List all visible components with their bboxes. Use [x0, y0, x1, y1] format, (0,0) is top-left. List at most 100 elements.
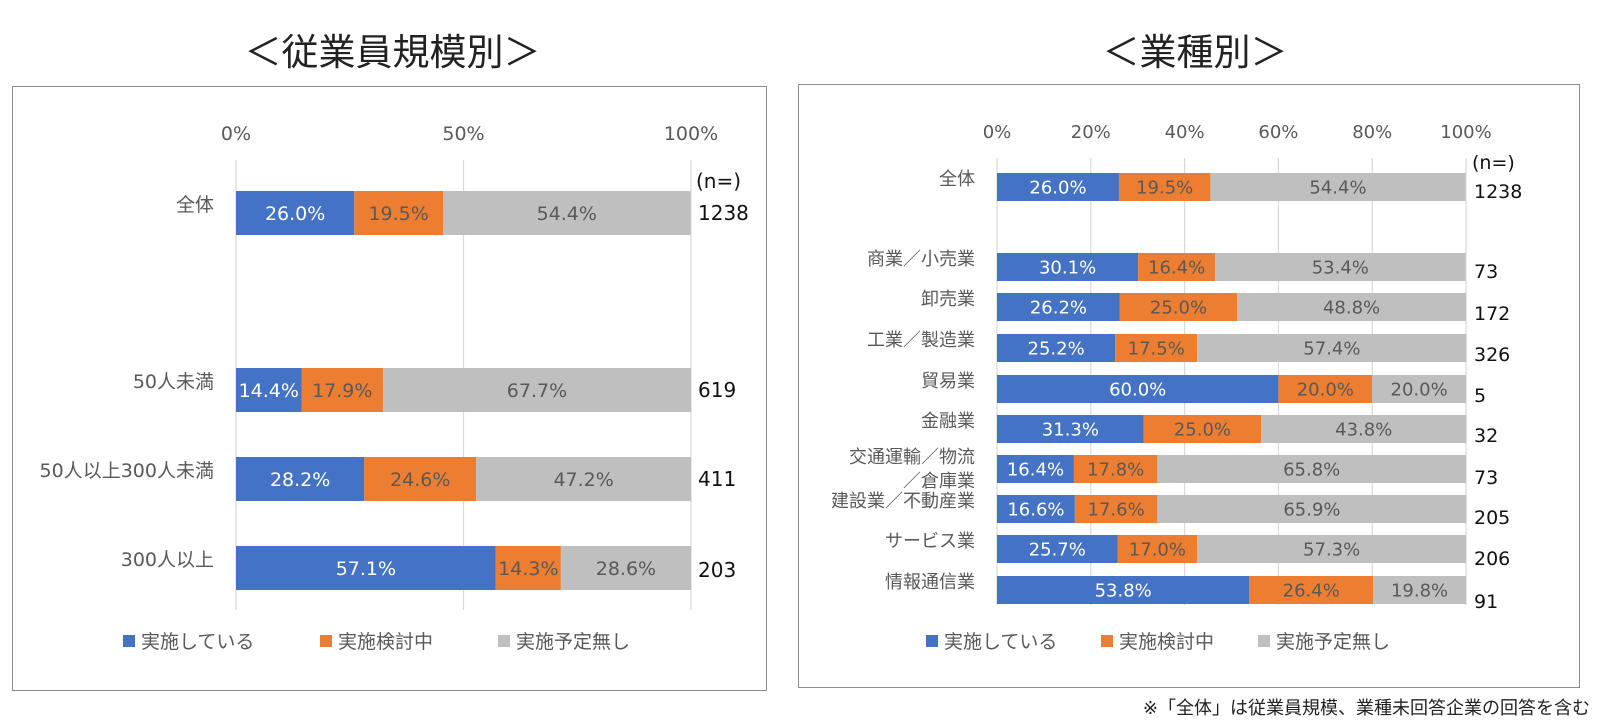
n-count: 205 — [1474, 507, 1510, 529]
data-label: 17.5% — [1128, 338, 1185, 359]
data-label: 48.8% — [1323, 297, 1380, 318]
n-header: (n=) — [696, 169, 741, 193]
data-label: 17.8% — [1087, 459, 1144, 480]
bar-segment-considering — [354, 191, 444, 235]
bar-segment-implemented — [997, 495, 1075, 523]
bar-segment-implemented — [236, 546, 496, 590]
category-label: 卸売業 — [921, 289, 975, 310]
bar-segment-considering — [1115, 334, 1198, 362]
category-label: 建設業／不動産業 — [831, 491, 975, 512]
category-label: 全体 — [939, 169, 975, 190]
bar-segment-none — [443, 191, 691, 235]
bar-segment-none — [382, 368, 691, 412]
n-count: 73 — [1474, 467, 1498, 489]
data-label: 26.4% — [1283, 580, 1340, 601]
category-label: サービス業 — [885, 531, 975, 552]
data-label: 54.4% — [1309, 177, 1366, 198]
n-count: 619 — [698, 378, 736, 402]
bar-segment-implemented — [997, 576, 1250, 604]
n-count: 206 — [1474, 548, 1510, 570]
category-label-line: ／倉庫業 — [903, 471, 975, 492]
n-count: 172 — [1474, 303, 1510, 325]
chart-title-employee-size: ＜従業員規模別＞ — [244, 31, 541, 74]
data-label: 47.2% — [553, 469, 613, 491]
x-tick-label: 100% — [1440, 122, 1491, 143]
n-header: (n=) — [1472, 152, 1515, 174]
chart-title-industry: ＜業種別＞ — [1102, 31, 1288, 74]
legend-label: 実施予定無し — [1276, 631, 1390, 653]
legend-label: 実施検討中 — [338, 631, 433, 653]
data-label: 17.9% — [312, 380, 372, 402]
data-label: 14.4% — [239, 380, 299, 402]
bar-segment-none — [1373, 576, 1466, 604]
data-label: 19.8% — [1391, 580, 1448, 601]
bar-segment-none — [476, 457, 691, 501]
x-tick-label: 50% — [442, 123, 484, 145]
data-label: 67.7% — [507, 380, 567, 402]
category-label: 全体 — [176, 194, 214, 216]
legend-label: 実施検討中 — [1119, 631, 1214, 653]
bar-segment-considering — [1073, 455, 1158, 483]
data-label: 25.2% — [1028, 338, 1085, 359]
data-label: 26.0% — [1029, 177, 1086, 198]
category-label: 工業／製造業 — [867, 330, 975, 351]
data-label: 20.0% — [1297, 379, 1354, 400]
data-label: 43.8% — [1335, 419, 1392, 440]
legend-swatch-none — [498, 635, 510, 647]
data-label: 28.2% — [270, 469, 330, 491]
n-count: 73 — [1474, 261, 1498, 283]
data-label: 53.8% — [1095, 580, 1152, 601]
data-label: 16.6% — [1007, 499, 1064, 520]
legend-swatch-considering — [1101, 635, 1113, 647]
bar-segment-considering — [1138, 253, 1216, 281]
category-label-line: 交通運輸／物流 — [849, 447, 975, 468]
legend-swatch-none — [1258, 635, 1270, 647]
data-label: 17.0% — [1129, 539, 1186, 560]
bar-segment-none — [1197, 334, 1467, 362]
bar-segment-implemented — [997, 375, 1279, 403]
category-label: 貿易業 — [921, 371, 975, 392]
data-label: 31.3% — [1042, 419, 1099, 440]
data-label: 16.4% — [1007, 459, 1064, 480]
data-label: 60.0% — [1109, 379, 1166, 400]
bar-segment-considering — [1119, 293, 1238, 321]
category-label: 商業／小売業 — [867, 249, 975, 270]
bar-segment-considering — [301, 368, 383, 412]
bar-segment-implemented — [997, 173, 1119, 201]
data-label: 57.4% — [1303, 338, 1360, 359]
data-label: 19.5% — [1136, 177, 1193, 198]
data-label: 65.9% — [1283, 499, 1340, 520]
bar-segment-considering — [364, 457, 477, 501]
data-label: 57.1% — [336, 558, 396, 580]
bar-segment-none — [1157, 495, 1467, 523]
data-label: 16.4% — [1148, 257, 1205, 278]
data-label: 14.3% — [498, 558, 558, 580]
bar-segment-implemented — [236, 191, 355, 235]
category-label: 情報通信業 — [885, 572, 975, 593]
data-label: 26.2% — [1030, 297, 1087, 318]
data-label: 20.0% — [1391, 379, 1448, 400]
bar-segment-implemented — [997, 334, 1116, 362]
data-label: 57.3% — [1303, 539, 1360, 560]
data-label: 25.7% — [1029, 539, 1086, 560]
data-label: 54.4% — [537, 203, 597, 225]
x-tick-label: 100% — [664, 123, 718, 145]
bar-segment-considering — [495, 546, 561, 590]
bar-segment-none — [1215, 253, 1466, 281]
bar-segment-none — [1197, 535, 1466, 563]
n-count: 1238 — [1474, 181, 1522, 203]
bar-segment-considering — [1117, 535, 1198, 563]
bar-segment-none — [1210, 173, 1466, 201]
legend-swatch-implemented — [123, 635, 135, 647]
category-label: 50人以上300人未満 — [40, 460, 214, 482]
n-count: 5 — [1474, 385, 1486, 407]
legend-label: 実施している — [141, 631, 254, 653]
x-tick-label: 0% — [221, 123, 251, 145]
bar-segment-none — [1372, 375, 1466, 403]
n-count: 203 — [698, 558, 736, 582]
x-tick-label: 0% — [983, 122, 1012, 143]
x-tick-label: 20% — [1071, 122, 1111, 143]
bar-segment-implemented — [997, 293, 1120, 321]
category-label: 金融業 — [921, 411, 975, 432]
